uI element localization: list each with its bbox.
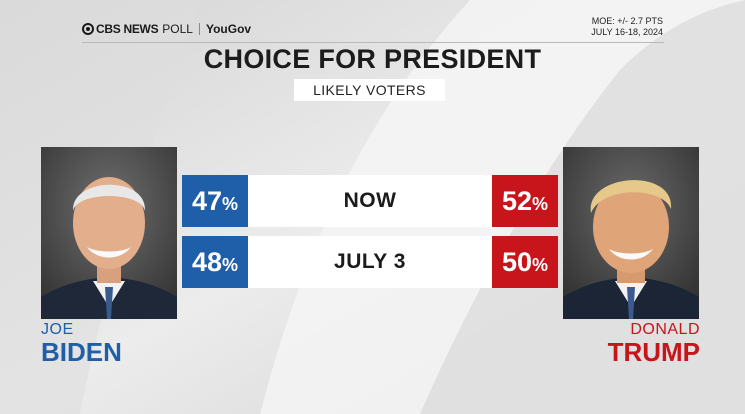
biden-pct-sign-now: % xyxy=(222,194,239,214)
chart-title: CHOICE FOR PRESIDENT xyxy=(203,44,542,74)
poll-dates: JULY 16-18, 2024 xyxy=(591,27,663,37)
trump-value-july3: 50 xyxy=(501,247,533,277)
candidate-trump: DONALD TRUMP xyxy=(560,321,700,367)
trump-first-name: DONALD xyxy=(630,321,700,338)
poll-info: MOE: +/- 2.7 PTS JULY 16-18, 2024 xyxy=(560,16,663,38)
result-row-now: 47% NOW 52% xyxy=(182,175,558,227)
brand-separator xyxy=(198,23,200,35)
biden-first-name: JOE xyxy=(41,321,74,338)
biden-portrait xyxy=(41,147,177,319)
trump-pct-july3: 50% xyxy=(492,236,558,288)
header-divider xyxy=(82,42,664,43)
brand-partner: YouGov xyxy=(205,22,252,36)
trump-pct-sign-now: % xyxy=(532,194,549,214)
margin-of-error: MOE: +/- 2.7 PTS xyxy=(591,16,663,26)
brand-poll: POLL xyxy=(162,22,193,36)
brand-line: CBS NEWS POLL YouGov xyxy=(82,22,251,36)
trump-portrait xyxy=(563,147,699,319)
biden-pct-now: 47% xyxy=(182,175,248,227)
biden-value-now: 47 xyxy=(191,186,223,216)
row-label-july3: JULY 3 xyxy=(334,250,406,273)
biden-last-name: BIDEN xyxy=(41,337,122,367)
chart-subtitle: LIKELY VOTERS xyxy=(294,79,445,101)
trump-last-name: TRUMP xyxy=(607,337,700,367)
cbs-eye-icon xyxy=(82,23,94,35)
row-label-now: NOW xyxy=(343,189,397,212)
biden-value-july3: 48 xyxy=(191,247,223,277)
brand-cbs: CBS NEWS xyxy=(96,22,159,36)
result-row-july3: 48% JULY 3 50% xyxy=(182,236,558,288)
trump-pct-sign-july3: % xyxy=(532,255,549,275)
candidate-biden: JOE BIDEN xyxy=(41,321,122,367)
trump-pct-now: 52% xyxy=(492,175,558,227)
trump-value-now: 52 xyxy=(501,186,533,216)
biden-pct-july3: 48% xyxy=(182,236,248,288)
biden-pct-sign-july3: % xyxy=(222,255,239,275)
